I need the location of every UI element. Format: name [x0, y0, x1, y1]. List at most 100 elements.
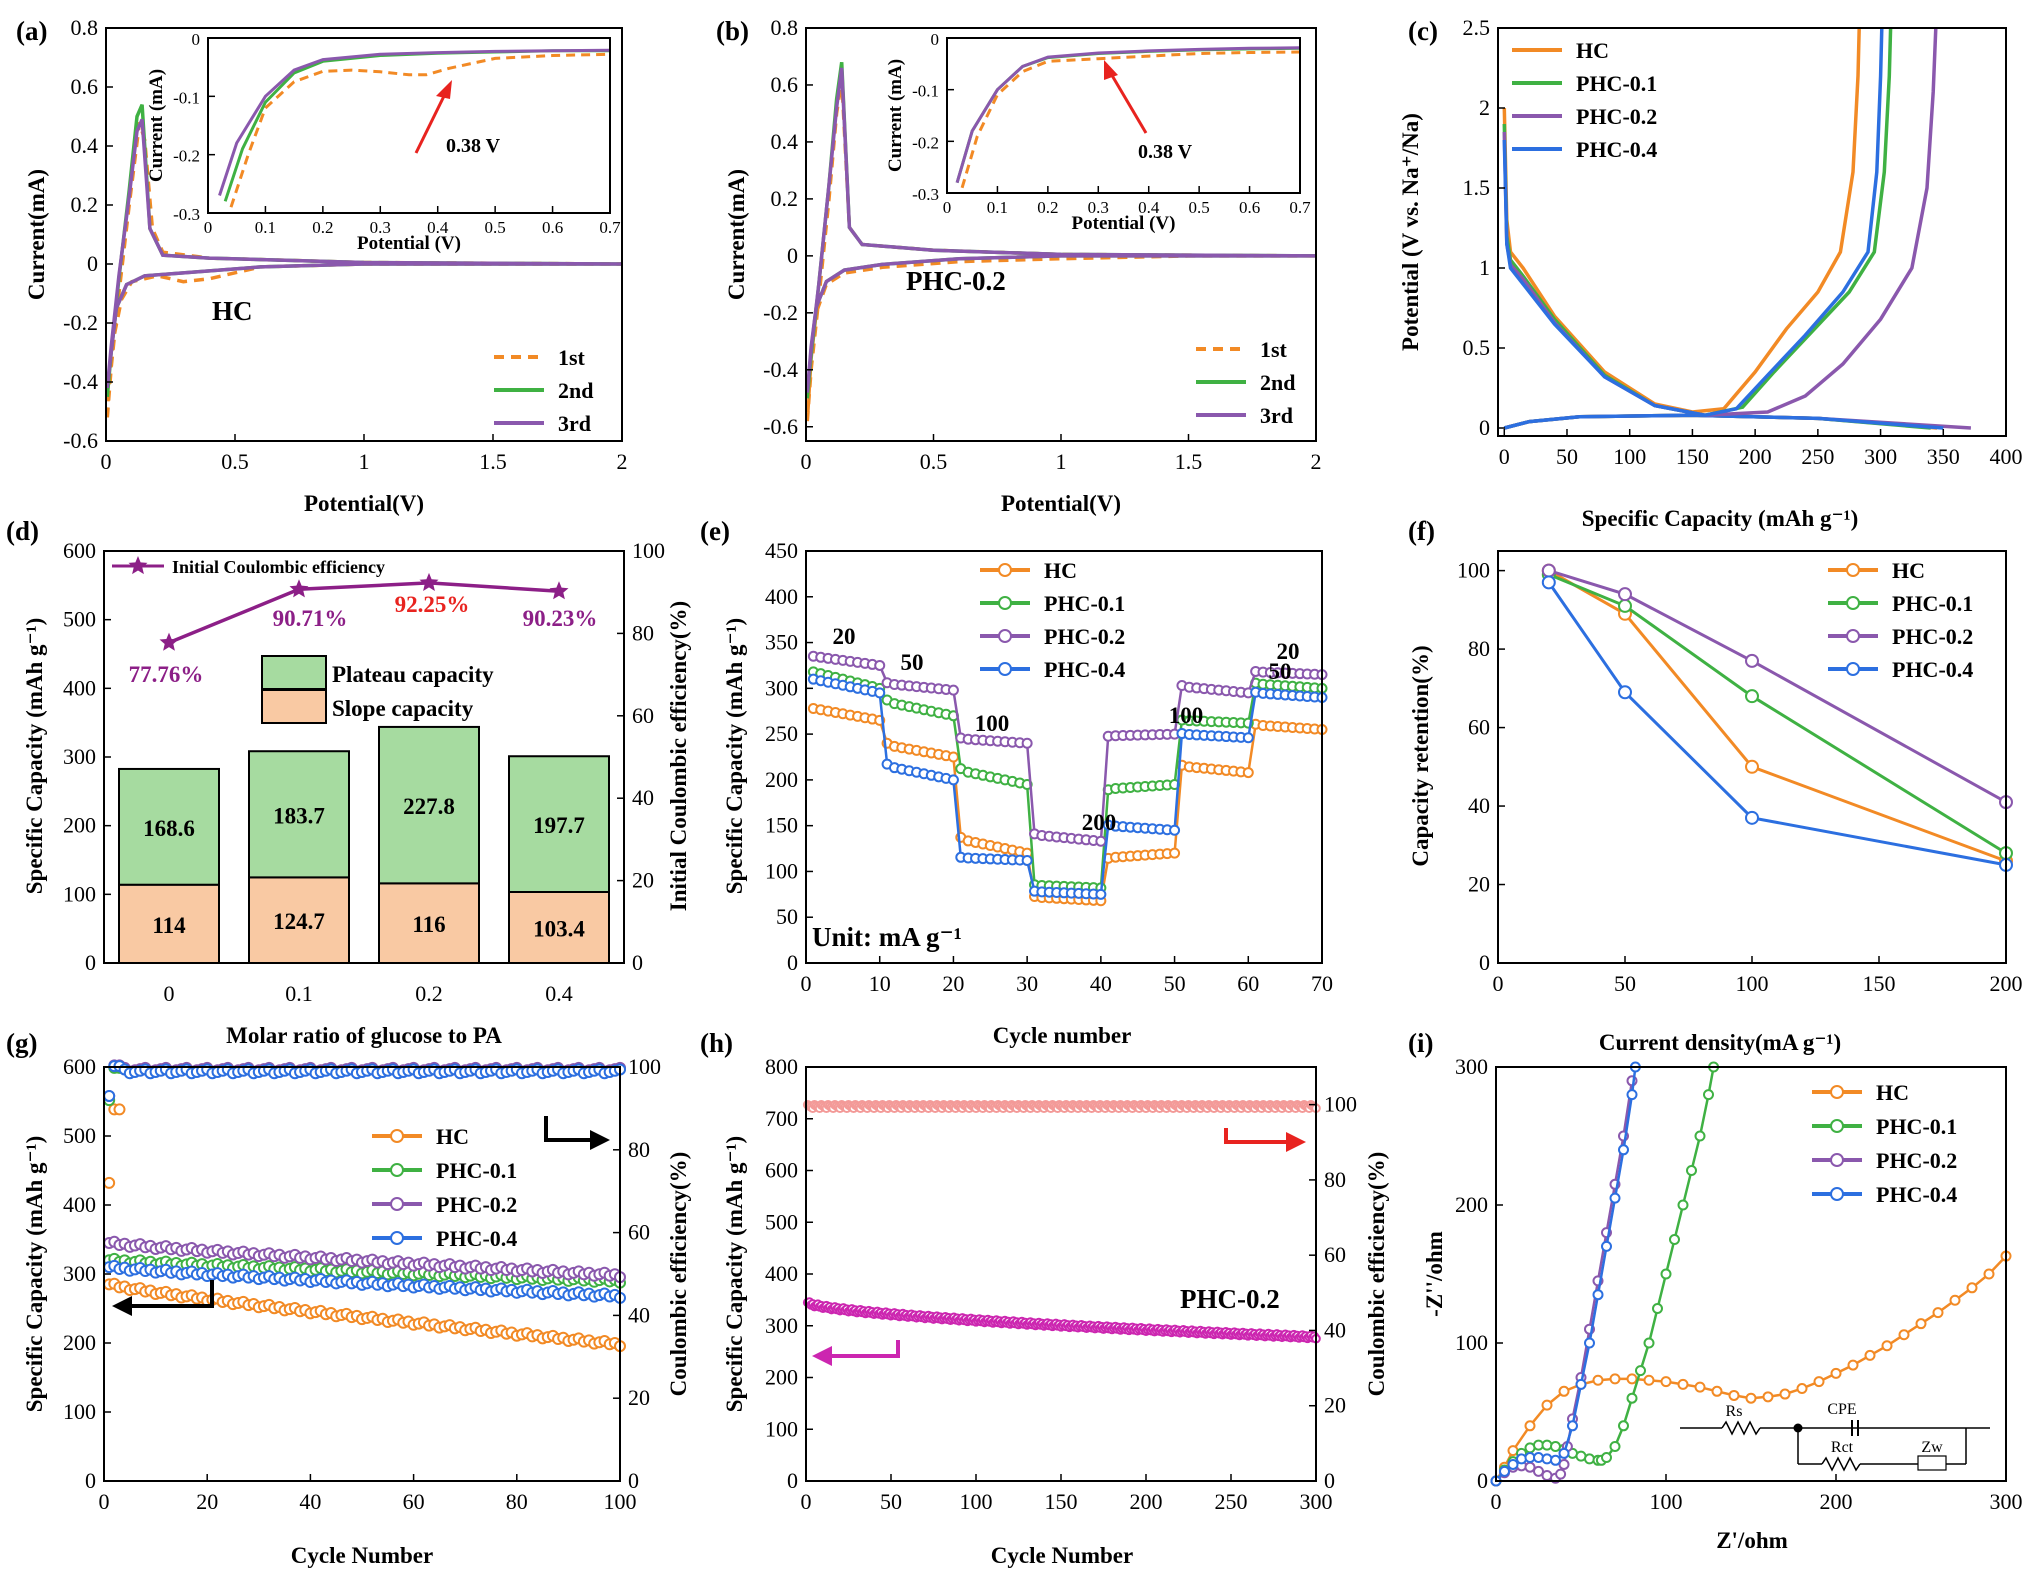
x-tick-label: 400 — [1990, 444, 2023, 469]
retention-marker — [1618, 685, 1632, 700]
y-tick-label: 300 — [1455, 1054, 1488, 1079]
x-tick-label: 100 — [1613, 444, 1646, 469]
y-axis-label: Specific Capacity (mAh g⁻¹) — [22, 1136, 47, 1412]
bar-value-label: 227.8 — [403, 794, 455, 819]
panel-i: 0 100 200 300 0 100 200 300 Z'/ohm -Z''/ohm (i) HC P… — [1408, 1028, 2023, 1553]
x-tick-label: 100 — [604, 1489, 637, 1514]
y2-tick-label: 20 — [632, 868, 654, 893]
y-tick-label: 400 — [63, 675, 96, 700]
cv-series-3rd — [805, 67, 1317, 393]
nyquist-marker — [1711, 1385, 1723, 1397]
y-tick-label: 2 — [1479, 95, 1490, 120]
nyquist-marker — [1652, 1303, 1663, 1314]
y-tick-label: 500 — [63, 1123, 96, 1148]
ce-marker — [103, 1176, 116, 1189]
legend-marker — [390, 1163, 404, 1177]
y-tick-label: 0 — [1479, 950, 1490, 975]
retention-line-PHC-0.2 — [1548, 569, 2007, 804]
plot-frame — [805, 1066, 1317, 1482]
y-tick-label: -0.3 — [173, 205, 200, 224]
y2-tick-label: 0 — [1324, 1468, 1335, 1493]
y2-tick-label: 20 — [1324, 1393, 1346, 1418]
nyquist-marker — [1643, 1337, 1655, 1349]
panel-h: 0 50 100 150 200 250 3000100200300400500600700… — [700, 1028, 1389, 1568]
cv-series-3rd — [105, 118, 623, 389]
panel-a: 0 0.5 1 1.5 2 -0.6 -0.4 -0.2 0 0.2 0.4 0.6 0.8 Potent… — [16, 15, 628, 516]
nyquist-line-PHC-0.2 — [1495, 1080, 1634, 1482]
nyquist-marker — [1524, 1420, 1536, 1432]
y-axis-label: Specific Capacity (mAh g⁻¹) — [722, 1136, 747, 1412]
x-tick-label: 0.3 — [370, 218, 391, 237]
charge-curve-PHC-0.4 — [1502, 27, 1884, 417]
legend-label: HC — [1044, 558, 1077, 583]
y-tick-label: 0 — [87, 251, 98, 276]
right-axis-arrow-head — [1286, 1132, 1306, 1152]
nyquist-marker — [1881, 1340, 1893, 1352]
x-tick-label: 100 — [960, 1489, 993, 1514]
legend-marker — [1830, 1153, 1844, 1167]
rate-label: 100 — [1169, 703, 1204, 728]
inset-frame — [207, 37, 611, 214]
x-tick-label: 150 — [1863, 971, 1896, 996]
ice-marker — [419, 572, 439, 591]
x-tick-label: 0 — [943, 198, 952, 217]
x-tick-label: 0.1 — [987, 198, 1008, 217]
nyquist-marker — [1618, 1420, 1629, 1432]
nyquist-marker — [1966, 1282, 1978, 1294]
y-tick-label: 300 — [63, 744, 96, 769]
y-tick-label: 100 — [63, 881, 96, 906]
retention-marker — [1745, 759, 1759, 774]
y-tick-label: 0 — [787, 950, 798, 975]
nyquist-marker — [1762, 1391, 1774, 1403]
y-tick-label: -0.4 — [763, 357, 798, 382]
rate-label: 20 — [1277, 639, 1300, 664]
y2-tick-label: 20 — [628, 1385, 650, 1410]
y-tick-label: 100 — [1455, 1330, 1488, 1355]
nyquist-marker — [1516, 1453, 1527, 1465]
nyquist-marker — [1949, 1294, 1961, 1306]
retention-marker — [1618, 587, 1632, 602]
ice-marker — [549, 581, 569, 600]
nyquist-marker — [1601, 1240, 1612, 1252]
legend-label: PHC-0.1 — [1044, 591, 1125, 616]
x-tick-label: 300 — [1300, 1489, 1333, 1514]
bar-value-label: 197.7 — [533, 813, 585, 838]
x-tick-label: 0 — [1493, 971, 1504, 996]
x-tick-label: 70 — [1311, 971, 1333, 996]
nyquist-marker — [1728, 1389, 1740, 1401]
y2-axis-label: Initial Coulombic efficiency(%) — [666, 601, 691, 911]
y-axis-label: Potential (V vs. Na⁺/Na) — [1398, 113, 1423, 351]
rate-marker — [947, 751, 959, 763]
left-axis-arrow-head — [812, 1346, 832, 1366]
legend-label: PHC-0.4 — [1576, 137, 1657, 162]
ice-value-label: 90.23% — [523, 606, 598, 631]
x-axis-label: Z'/ohm — [1716, 1528, 1788, 1553]
legend-marker — [1830, 1119, 1844, 1133]
legend-label: PHC-0.1 — [1576, 71, 1657, 96]
x-tick-label: 30 — [1016, 971, 1038, 996]
x-tick-label: 300 — [1864, 444, 1897, 469]
x-tick-label: 0.2 — [1037, 198, 1058, 217]
panel-label: (e) — [700, 516, 730, 546]
y-tick-label: 500 — [63, 607, 96, 632]
x-tick-label: 150 — [1676, 444, 1709, 469]
y-tick-label: 0 — [85, 1468, 96, 1493]
y-tick-label: 0.8 — [771, 15, 799, 40]
bar-value-label: 116 — [412, 912, 445, 937]
x-axis-label: Potential(V) — [1001, 491, 1121, 516]
legend-marker — [128, 556, 148, 575]
y-tick-label: 200 — [765, 1365, 798, 1390]
legend-marker — [390, 1231, 404, 1245]
sample-annotation: PHC-0.2 — [1180, 1284, 1280, 1314]
y-tick-label: 200 — [1455, 1192, 1488, 1217]
y-tick-label: -0.3 — [912, 185, 939, 204]
rate-marker — [874, 687, 886, 699]
x-tick-label: 80 — [506, 1489, 528, 1514]
unit-label: Unit: mA g⁻¹ — [812, 922, 962, 952]
y-tick-label: 0 — [787, 1468, 798, 1493]
nyquist-marker — [1507, 1458, 1519, 1470]
y-tick-label: 300 — [63, 1261, 96, 1286]
curve-annotation: PHC-0.2 — [906, 266, 1006, 296]
x-tick-label: 1 — [1056, 449, 1067, 474]
y-tick-label: 100 — [1457, 558, 1490, 583]
